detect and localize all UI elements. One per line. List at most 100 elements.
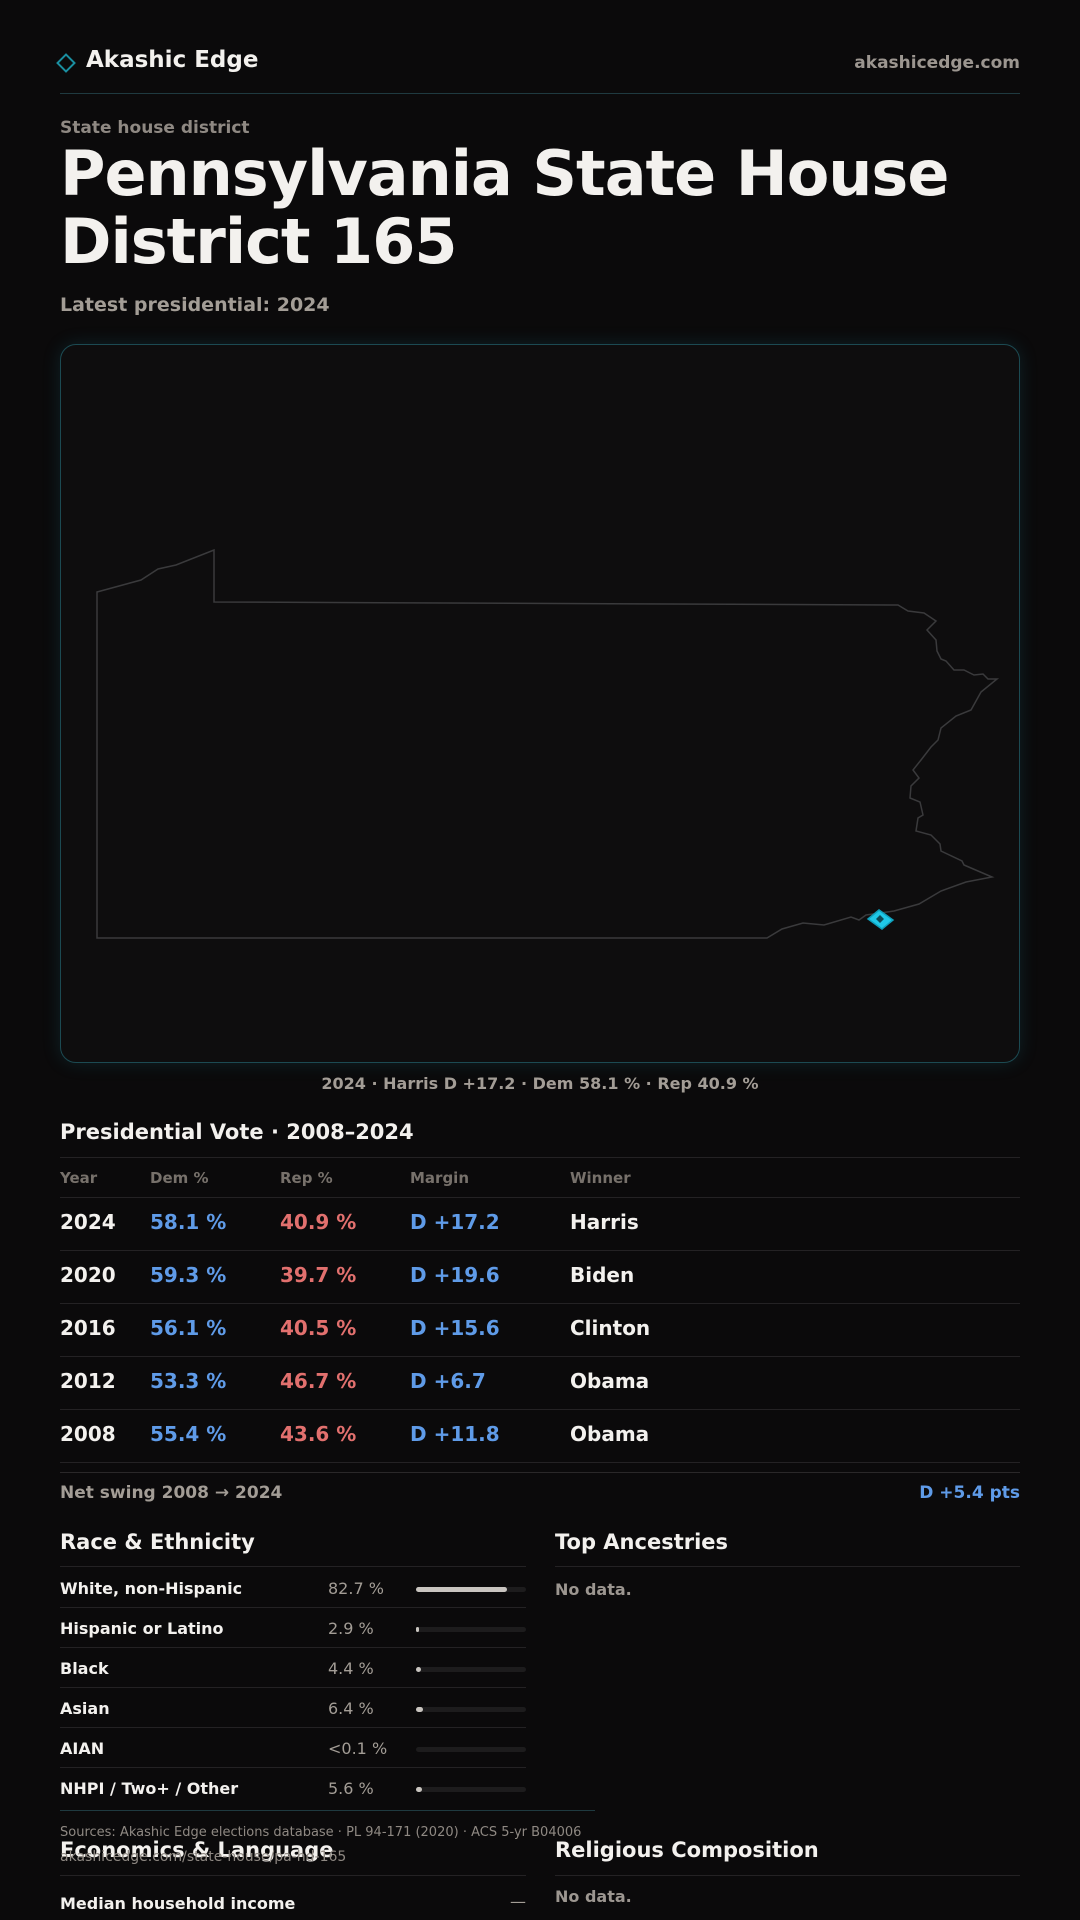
row-year: 2024	[60, 1210, 116, 1234]
race-value: 5.6 %	[328, 1779, 374, 1798]
logo-diamond-icon	[56, 53, 76, 73]
col-year: Year	[60, 1169, 98, 1187]
race-label: AIAN	[60, 1739, 105, 1758]
map-caption: 2024 · Harris D +17.2 · Dem 58.1 % · Rep…	[321, 1074, 759, 1093]
brand-name[interactable]: Akashic Edge	[86, 47, 259, 73]
religion-empty: No data.	[555, 1887, 632, 1906]
race-row-divider	[60, 1727, 526, 1728]
net-swing-value: D +5.4 pts	[919, 1483, 1020, 1503]
race-bar-track	[416, 1787, 526, 1792]
row-winner: Biden	[570, 1263, 635, 1287]
race-row-divider	[60, 1607, 526, 1608]
row-rep: 43.6 %	[280, 1422, 357, 1446]
race-label: Asian	[60, 1699, 110, 1718]
row-year: 2012	[60, 1369, 116, 1393]
col-rep: Rep %	[280, 1169, 333, 1187]
race-value: 6.4 %	[328, 1699, 374, 1718]
race-bar-track	[416, 1587, 526, 1592]
row-margin: D +6.7	[410, 1369, 486, 1393]
row-rep: 40.9 %	[280, 1210, 357, 1234]
row-margin: D +19.6	[410, 1263, 500, 1287]
state-outline	[96, 548, 1000, 939]
row-dem: 58.1 %	[150, 1210, 227, 1234]
table-row: 2012 53.3 % 46.7 % D +6.7 Obama	[0, 1357, 1080, 1410]
race-row-divider	[60, 1767, 526, 1768]
race-label: Black	[60, 1659, 109, 1678]
table-row: 2020 59.3 % 39.7 % D +19.6 Biden	[0, 1251, 1080, 1304]
row-dem: 56.1 %	[150, 1316, 227, 1340]
row-rep: 39.7 %	[280, 1263, 357, 1287]
race-title: Race & Ethnicity	[60, 1530, 255, 1554]
row-dem: 55.4 %	[150, 1422, 227, 1446]
race-label: White, non-Hispanic	[60, 1579, 243, 1598]
row-dem: 59.3 %	[150, 1263, 227, 1287]
presidential-title-divider	[60, 1157, 1020, 1158]
row-rep: 46.7 %	[280, 1369, 357, 1393]
race-row: Hispanic or Latino 2.9 %	[0, 1608, 1080, 1648]
table-row: 2024 58.1 % 40.9 % D +17.2 Harris	[0, 1198, 1080, 1251]
row-divider	[60, 1409, 1020, 1410]
row-winner: Harris	[570, 1210, 639, 1234]
row-divider	[60, 1303, 1020, 1304]
economics-divider	[60, 1875, 526, 1876]
row-dem: 53.3 %	[150, 1369, 227, 1393]
row-year: 2008	[60, 1422, 116, 1446]
row-margin: D +11.8	[410, 1422, 500, 1446]
col-margin: Margin	[410, 1169, 470, 1187]
race-row-divider	[60, 1647, 526, 1648]
latest-presidential: Latest presidential: 2024	[60, 294, 330, 316]
state-map-svg	[96, 548, 1000, 939]
race-bar-track	[416, 1747, 526, 1752]
race-row: AIAN <0.1 %	[0, 1728, 1080, 1768]
district-map[interactable]	[60, 344, 1020, 1063]
row-divider	[60, 1356, 1020, 1357]
row-year: 2016	[60, 1316, 116, 1340]
presidential-title: Presidential Vote · 2008–2024	[60, 1120, 414, 1144]
median-income-label: Median household income	[60, 1894, 296, 1913]
page-url[interactable]: akashicedge.com/state-house/pa-hd-165	[60, 1849, 347, 1865]
race-title-divider	[60, 1566, 526, 1567]
race-value: 2.9 %	[328, 1619, 374, 1638]
table-row: 2008 55.4 % 43.6 % D +11.8 Obama	[0, 1410, 1080, 1463]
race-value: 82.7 %	[328, 1579, 384, 1598]
district-165-shape[interactable]	[866, 909, 895, 930]
race-row-divider	[60, 1687, 526, 1688]
race-bar-fill	[416, 1787, 422, 1792]
race-row: NHPI / Two+ / Other 5.6 %	[0, 1768, 1080, 1808]
row-divider	[60, 1462, 1020, 1463]
col-dem: Dem %	[150, 1169, 209, 1187]
sources-note: Sources: Akashic Edge elections database…	[60, 1825, 582, 1840]
table-row: 2016 56.1 % 40.5 % D +15.6 Clinton	[0, 1304, 1080, 1357]
ancestries-title-divider	[555, 1566, 1020, 1567]
race-bar-fill	[416, 1587, 507, 1592]
row-margin: D +17.2	[410, 1210, 500, 1234]
row-winner: Clinton	[570, 1316, 651, 1340]
race-bar-track	[416, 1627, 526, 1632]
ancestries-title: Top Ancestries	[555, 1530, 729, 1554]
race-row: Black 4.4 %	[0, 1648, 1080, 1688]
race-bar-fill	[416, 1667, 421, 1672]
row-winner: Obama	[570, 1369, 650, 1393]
religion-divider	[555, 1875, 1020, 1876]
site-link[interactable]: akashicedge.com	[854, 53, 1020, 73]
ancestries-empty: No data.	[555, 1580, 632, 1599]
race-bar-fill	[416, 1627, 419, 1632]
page-kicker: State house district	[60, 118, 250, 138]
median-income-value: —	[510, 1892, 526, 1911]
net-swing-label: Net swing 2008 → 2024	[60, 1483, 283, 1503]
row-year: 2020	[60, 1263, 116, 1287]
race-value: <0.1 %	[328, 1739, 388, 1758]
header-divider	[60, 93, 1020, 94]
race-bar-track	[416, 1707, 526, 1712]
economics-title: Economics & Language	[60, 1838, 334, 1862]
row-divider	[60, 1250, 1020, 1251]
row-margin: D +15.6	[410, 1316, 500, 1340]
row-rep: 40.5 %	[280, 1316, 357, 1340]
footer-divider	[60, 1810, 595, 1811]
row-winner: Obama	[570, 1422, 650, 1446]
race-value: 4.4 %	[328, 1659, 374, 1678]
page-title: Pennsylvania State House District 165	[60, 137, 949, 278]
race-label: NHPI / Two+ / Other	[60, 1779, 239, 1798]
race-label: Hispanic or Latino	[60, 1619, 224, 1638]
col-winner: Winner	[570, 1169, 631, 1187]
